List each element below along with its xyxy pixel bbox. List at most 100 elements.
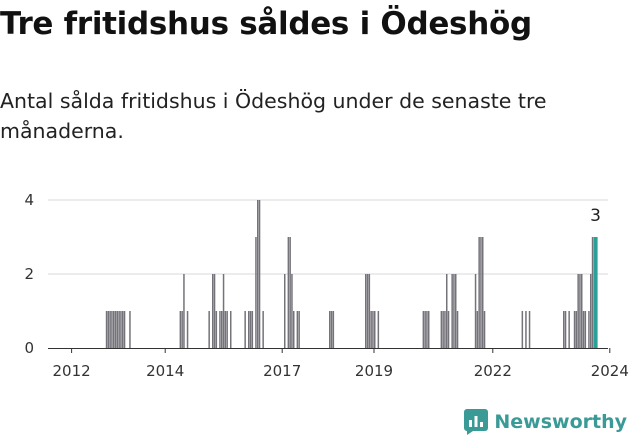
bar [258,200,261,348]
bar [208,311,210,348]
bar [248,311,250,348]
x-tick-label: 2012 [53,362,91,380]
highlight-value-label: 3 [590,206,601,226]
bar [116,311,119,348]
bar [568,311,570,348]
bar [107,311,110,348]
bar [122,311,124,348]
bar [213,274,216,348]
bar [181,311,183,348]
bar [440,311,443,348]
y-tick-label: 4 [24,191,34,209]
bar [255,237,257,348]
bar [224,311,227,348]
bar [582,311,585,348]
bar [287,237,290,348]
chart-subtitle: Antal sålda fritidshus i Ödeshög under d… [0,89,547,143]
bar [179,311,182,348]
bar [105,311,108,348]
bar [212,274,214,348]
bar [478,237,480,348]
bar [575,311,578,348]
bar [426,311,428,348]
bar [482,237,484,348]
bar [528,311,531,348]
bar [483,311,486,348]
bar [186,311,189,348]
bar [372,311,374,348]
bar [564,311,567,348]
bar [109,311,111,348]
bar [453,274,455,348]
bar [525,311,527,348]
bar [332,311,335,348]
bar [262,311,264,348]
bar [590,274,592,348]
bar [370,311,372,348]
bar [215,311,218,348]
bar [120,311,122,348]
bar [428,311,430,348]
bar [114,311,117,348]
data-labels: 3 [590,206,601,226]
bar [422,311,425,348]
bar [113,311,115,348]
x-tick-label: 2024 [591,362,629,380]
bar [474,274,477,348]
bar [588,311,590,348]
bar [455,274,457,348]
bar [111,311,113,348]
bar [451,274,453,348]
y-axis-ticks: 0 2 4 [24,191,34,357]
bars [105,200,598,348]
bar [447,311,450,348]
bar [123,311,126,348]
bar [118,311,120,348]
bar [579,274,581,348]
bar [222,274,225,348]
x-tick-label: 2014 [146,362,184,380]
x-tick-label: 2017 [263,362,301,380]
newsworthy-brand-name: Newsworthy [494,411,627,433]
bar [298,311,300,348]
bar [366,274,369,348]
bar [249,311,252,348]
bar [365,274,367,348]
chart-title: Tre fritidshus såldes i Ödeshög [0,6,532,42]
bar [257,200,259,348]
bar [377,311,380,348]
bar [230,311,232,348]
bar [368,274,371,348]
bar [444,311,446,348]
bar [573,311,576,348]
bar [219,311,221,348]
newsworthy-logo[interactable]: Newsworthy [464,409,627,435]
bar [476,311,479,348]
bar [293,311,295,348]
bar [581,274,583,348]
x-tick-label: 2019 [355,362,393,380]
x-tick-label: 2022 [474,362,512,380]
bar [251,311,254,348]
bar [480,237,482,348]
bar [244,311,246,348]
bar [226,311,228,348]
newsworthy-icon [464,409,489,435]
bar [329,311,331,348]
x-axis-ticks: 2012 2014 2017 2019 2022 2024 [53,348,629,380]
bar [284,274,286,348]
bar [374,311,376,348]
bar [330,311,333,348]
bar [446,274,448,348]
bar [129,311,131,348]
bar [591,237,594,348]
bar [221,311,223,348]
y-tick-label: 0 [24,339,34,357]
bar [563,311,565,348]
bar [183,274,185,348]
bar [424,311,426,348]
bar [521,311,524,348]
highlight-bar [593,237,598,348]
bar [456,311,459,348]
